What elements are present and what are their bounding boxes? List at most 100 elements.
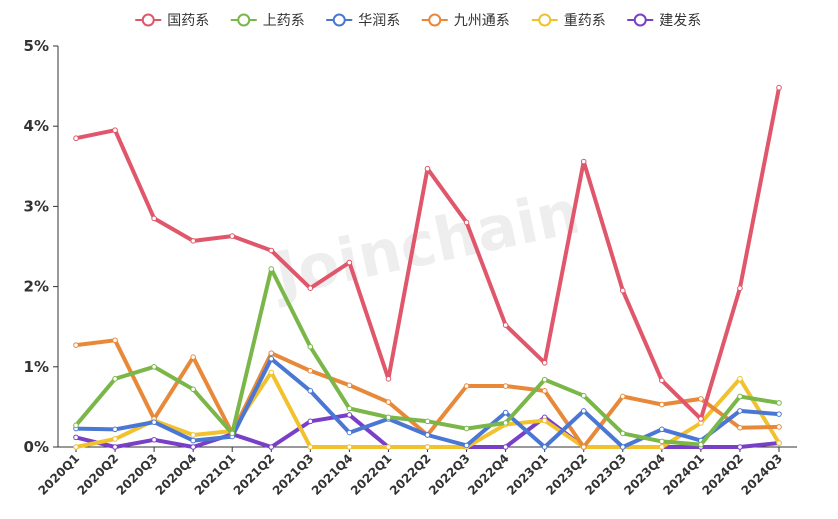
- data-point[interactable]: [659, 444, 665, 450]
- legend-item[interactable]: 华润系: [326, 13, 400, 29]
- data-point[interactable]: [619, 393, 626, 400]
- data-point[interactable]: [73, 342, 79, 348]
- data-point[interactable]: [73, 444, 79, 450]
- data-point[interactable]: [190, 432, 196, 438]
- legend-item[interactable]: 国药系: [135, 13, 209, 29]
- data-point[interactable]: [229, 430, 236, 437]
- legend-item[interactable]: 重药系: [531, 13, 606, 29]
- data-point[interactable]: [776, 424, 782, 430]
- data-point[interactable]: [463, 442, 470, 449]
- data-point[interactable]: [346, 382, 353, 389]
- data-point[interactable]: [307, 388, 314, 394]
- data-point[interactable]: [502, 322, 509, 328]
- data-point[interactable]: [268, 350, 275, 356]
- data-point[interactable]: [385, 414, 392, 421]
- data-point[interactable]: [112, 337, 118, 344]
- data-point[interactable]: [463, 383, 470, 389]
- data-point[interactable]: [190, 444, 196, 450]
- data-point[interactable]: [698, 396, 704, 402]
- data-point[interactable]: [346, 259, 353, 266]
- data-point[interactable]: [502, 444, 509, 450]
- data-point[interactable]: [619, 287, 626, 294]
- data-point[interactable]: [307, 368, 314, 374]
- data-point[interactable]: [463, 425, 470, 432]
- data-point[interactable]: [307, 418, 314, 425]
- data-point[interactable]: [502, 420, 509, 426]
- data-point[interactable]: [190, 437, 196, 444]
- data-point[interactable]: [385, 444, 392, 450]
- data-point[interactable]: [112, 127, 118, 134]
- data-point[interactable]: [346, 412, 353, 418]
- data-point[interactable]: [619, 444, 626, 450]
- data-point[interactable]: [580, 392, 587, 399]
- data-point[interactable]: [776, 411, 782, 417]
- data-point[interactable]: [73, 135, 79, 142]
- data-point[interactable]: [659, 377, 665, 384]
- data-point[interactable]: [307, 285, 314, 292]
- data-point[interactable]: [776, 400, 782, 406]
- data-point[interactable]: [307, 343, 314, 350]
- data-point[interactable]: [698, 416, 704, 422]
- data-point[interactable]: [541, 417, 548, 424]
- data-point[interactable]: [424, 165, 431, 172]
- data-point[interactable]: [151, 419, 157, 425]
- data-point[interactable]: [424, 444, 431, 450]
- data-point[interactable]: [737, 285, 743, 292]
- data-point[interactable]: [659, 438, 665, 445]
- data-point[interactable]: [190, 354, 196, 360]
- data-point[interactable]: [737, 376, 743, 382]
- legend[interactable]: 国药系 上药系 华润系 九州通系 重药系 建发系: [135, 13, 701, 29]
- data-point[interactable]: [151, 215, 157, 222]
- data-point[interactable]: [580, 158, 587, 165]
- data-point[interactable]: [112, 376, 118, 382]
- data-point[interactable]: [580, 444, 587, 450]
- x-tick-label: 2020Q4: [153, 451, 200, 498]
- data-point[interactable]: [541, 388, 548, 394]
- data-point[interactable]: [463, 219, 470, 226]
- data-point[interactable]: [424, 418, 431, 425]
- data-point[interactable]: [268, 355, 275, 362]
- data-point[interactable]: [698, 441, 704, 448]
- data-point[interactable]: [190, 386, 196, 393]
- data-point[interactable]: [346, 405, 353, 412]
- data-point[interactable]: [190, 238, 196, 244]
- data-point[interactable]: [580, 408, 587, 414]
- data-point[interactable]: [346, 429, 353, 436]
- legend-label: 九州通系: [454, 13, 510, 29]
- data-point[interactable]: [541, 376, 548, 383]
- data-point[interactable]: [659, 426, 665, 433]
- data-point[interactable]: [73, 434, 79, 441]
- data-point[interactable]: [307, 444, 314, 450]
- data-point[interactable]: [541, 444, 548, 450]
- data-point[interactable]: [151, 436, 157, 443]
- data-point[interactable]: [737, 408, 743, 414]
- data-point[interactable]: [737, 444, 743, 450]
- data-point[interactable]: [268, 247, 275, 254]
- data-point[interactable]: [112, 444, 118, 450]
- data-point[interactable]: [659, 401, 665, 408]
- data-point[interactable]: [776, 84, 782, 91]
- data-point[interactable]: [268, 444, 275, 450]
- series-lines: [73, 84, 782, 450]
- data-point[interactable]: [346, 444, 353, 450]
- data-point[interactable]: [268, 266, 275, 272]
- data-point[interactable]: [776, 440, 782, 446]
- data-point[interactable]: [502, 409, 509, 416]
- data-point[interactable]: [541, 359, 548, 366]
- data-point[interactable]: [502, 383, 509, 389]
- data-point[interactable]: [385, 376, 392, 382]
- legend-item[interactable]: 九州通系: [421, 13, 510, 29]
- data-point[interactable]: [737, 424, 743, 431]
- data-point[interactable]: [619, 430, 626, 437]
- data-point[interactable]: [112, 426, 118, 433]
- legend-item[interactable]: 上药系: [230, 13, 305, 29]
- legend-item[interactable]: 建发系: [627, 13, 701, 29]
- data-point[interactable]: [112, 436, 118, 442]
- data-point[interactable]: [424, 432, 431, 438]
- data-point[interactable]: [229, 233, 236, 239]
- data-point[interactable]: [385, 399, 392, 405]
- data-point[interactable]: [73, 422, 79, 429]
- data-point[interactable]: [737, 393, 743, 400]
- data-point[interactable]: [268, 369, 275, 376]
- data-point[interactable]: [151, 364, 157, 370]
